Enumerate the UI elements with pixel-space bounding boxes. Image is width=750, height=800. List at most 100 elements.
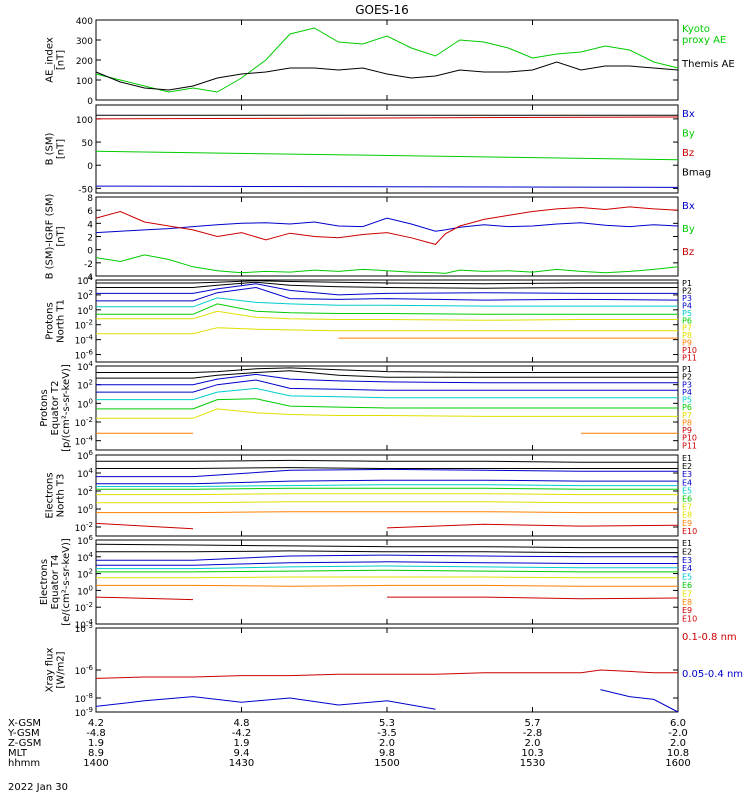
legend-P3: P3 (682, 380, 692, 389)
legend-Bx: Bx (682, 109, 695, 120)
y-axis-label: Xray flux (45, 648, 56, 693)
series-line-E1 (95, 543, 678, 549)
series-line-E6 (96, 487, 678, 490)
legend-E1: E1 (682, 539, 692, 548)
y-tick-label: 10-2 (75, 601, 93, 614)
ephem-value: 1.9 (88, 738, 104, 749)
series-line-E7 (96, 493, 678, 496)
panel-2: -50 0 50 100 B (SM) [nT] Bx By Bz Bmag (45, 104, 711, 195)
ephem-value: 10.3 (521, 748, 543, 759)
legend-E7: E7 (682, 503, 692, 512)
ephem-value: 1.9 (234, 738, 250, 749)
y-tick-label: 0 (87, 97, 93, 107)
ephem-value: -3.5 (377, 728, 397, 739)
ephem-label: X-GSM (8, 718, 41, 729)
series-line-Bz (95, 116, 679, 120)
y-tick-label: 106 (77, 534, 93, 547)
y-tick-label: 102 (77, 568, 93, 581)
legend-P10: P10 (682, 434, 697, 443)
y-tick-label: 102 (77, 485, 93, 498)
series-line-P8 (96, 327, 678, 335)
series-line-P3 (96, 373, 678, 386)
y-tick-label: 300 (76, 37, 93, 47)
y-tick-label: 104 (77, 360, 93, 373)
legend-E4: E4 (682, 564, 692, 573)
series-line-P1 (96, 367, 678, 373)
y-tick-label: 100 (76, 77, 93, 87)
legend-E5: E5 (682, 573, 692, 582)
ephem-value: 4.2 (88, 718, 104, 729)
series-line-P1 (96, 280, 678, 285)
y-axis-label: North T3 (56, 474, 67, 518)
y-axis-label: [nT] (56, 226, 67, 246)
series-line-P5 (96, 387, 678, 401)
y-tick-label: 0 (87, 247, 93, 257)
series-line-P4 (96, 286, 679, 302)
series-line-P2 (96, 281, 678, 289)
series-line-E2 (96, 467, 678, 469)
legend-Bmag: Bmag (682, 168, 711, 179)
series-line-P2 (96, 370, 678, 379)
series-line-P7 (96, 310, 678, 321)
ephem-value: -2.0 (668, 728, 688, 739)
y-axis-label: B (SM) (45, 132, 56, 165)
ephem-value: 1430 (229, 758, 254, 769)
legend-E3: E3 (682, 470, 692, 479)
series-line-E9 (95, 596, 679, 601)
ephem-value: 1600 (665, 758, 690, 769)
legend-E8: E8 (682, 511, 692, 520)
series-line-By (95, 150, 679, 161)
legend-P8: P8 (682, 418, 692, 427)
ephem-value: 1500 (374, 758, 399, 769)
y-axis-label: Equator T4 (50, 555, 61, 610)
legend-0.1-0.8 nm: 0.1-0.8 nm (682, 632, 737, 643)
y-axis-label: [W/m2] (56, 651, 67, 688)
y-tick-label: 10-8 (75, 692, 93, 705)
series-line-By (95, 254, 679, 274)
series-line-E6 (96, 569, 678, 573)
y-tick-label: -4 (84, 273, 93, 283)
legend-By: By (682, 224, 695, 235)
ephem-value: 2.0 (525, 738, 541, 749)
legend-E6: E6 (682, 495, 692, 504)
series-line-P3 (96, 283, 678, 296)
y-tick-label: 10-2 (75, 521, 93, 534)
legend-E8: E8 (682, 598, 692, 607)
y-axis-label: [e/(cm²-s-sr-keV)] (61, 538, 72, 626)
y-axis-label: Protons (39, 389, 50, 426)
y-tick-label: 102 (77, 379, 93, 392)
y-axis-label: AE_index (45, 37, 56, 83)
ephem-label: hhmm (8, 758, 40, 769)
y-tick-label: 104 (77, 551, 93, 564)
series-line-E2 (96, 550, 678, 554)
legend-By: By (682, 129, 695, 140)
y-axis-label: [nT] (56, 139, 67, 159)
ephem-value: 4.8 (234, 718, 250, 729)
legend-P2: P2 (682, 286, 692, 295)
y-tick-label: 200 (76, 57, 93, 67)
legend-Themis AE: Themis AE (681, 59, 735, 70)
series-line-Bx (95, 217, 679, 234)
series-line-Kyoto proxy AE (95, 27, 679, 93)
ephem-value: 2.0 (670, 738, 686, 749)
y-tick-label: 50 (82, 139, 94, 149)
legend-P5: P5 (682, 309, 692, 318)
legend-Kyoto proxy AE: proxy AE (682, 35, 726, 46)
series-line-E9 (96, 511, 678, 514)
y-axis-label: B (SM)-IGRF (SM) (45, 194, 56, 280)
legend-E9: E9 (682, 606, 692, 615)
series-line-Bz (95, 206, 679, 245)
legend-E4: E4 (682, 478, 692, 487)
legend-Bz: Bz (682, 148, 694, 159)
legend-P5: P5 (682, 396, 692, 405)
legend-Bx: Bx (682, 201, 695, 212)
y-tick-label: 104 (77, 467, 93, 480)
legend-E1: E1 (682, 454, 692, 463)
y-tick-label: 102 (77, 289, 93, 302)
series-line-P6 (96, 303, 678, 315)
legend-P1: P1 (682, 365, 692, 374)
